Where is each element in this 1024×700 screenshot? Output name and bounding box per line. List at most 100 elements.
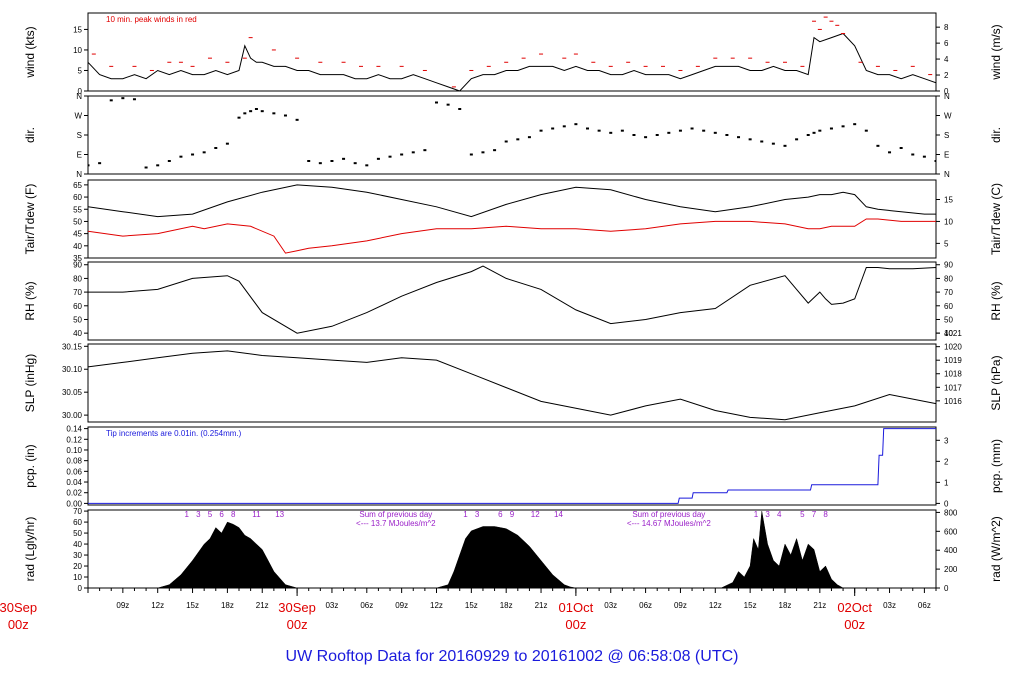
x-tick-label: 03z (325, 601, 338, 610)
slp-ytick-left-label: 30.15 (62, 342, 83, 351)
wind-frame (87, 12, 937, 92)
slp-ytick-right-label: 1021 (944, 329, 962, 338)
pcp-series-0-line (88, 428, 936, 504)
temp-series-0-line (88, 184, 936, 218)
rad-panel: 0 10 20 30 40 50 60 70 0 200 400 600 800 rad (Lgly/hr… (23, 507, 1003, 593)
day-label-date: 30Sep (0, 600, 37, 615)
day-label-date: 02Oct (837, 600, 872, 615)
dir-series-0-point (342, 157, 346, 160)
dir-series-0-point (88, 164, 90, 167)
rad-hour-mark: 5 (208, 510, 213, 519)
dir-series-0-point (191, 153, 195, 156)
wind-ytick-right-label: 0 (944, 87, 949, 96)
slp-plot-area (88, 350, 936, 421)
day-label-hour: 00z (844, 617, 865, 632)
dir-series-0-point (864, 129, 868, 132)
dir-series-0-point (307, 160, 311, 162)
rad-hour-mark: 6 (219, 510, 224, 519)
dir-series-0-point (562, 125, 566, 128)
dir-series-0-point (713, 131, 717, 134)
dir-ytick-right-label: W (944, 112, 952, 121)
dir-series-0-point (353, 162, 357, 165)
x-tick-label: 12z (430, 601, 443, 610)
pcp-panel: 0.000.02 0.04 0.060.08 0.10 0.120.14 0 1 2 3 pcp.… (23, 425, 1003, 509)
day-label-date: 01Oct (559, 600, 594, 615)
rh-ytick-left-label: 40 (73, 329, 82, 338)
rad-hour-mark: 12 (531, 510, 540, 519)
rad-plot-area (88, 511, 936, 588)
temp-series-1-line (88, 218, 936, 254)
rh-ytick-right-label: 60 (944, 302, 953, 311)
dir-series-0-point (376, 157, 380, 160)
dir-series-0-point (899, 147, 903, 149)
slp-ytick-left-label: 30.10 (62, 365, 83, 374)
dir-plot-area (88, 97, 936, 169)
wind-annotation: 10 min. peak winds in red (106, 15, 197, 24)
rad-ytick-left-label: 60 (73, 518, 82, 527)
temp-ytick-left-label: 35 (73, 254, 82, 263)
pcp-ylabel-right: pcp. (mm) (989, 439, 1003, 493)
rad-hour-mark: 1 (185, 510, 190, 519)
wind-ylabel-right: wind (m/s) (989, 24, 1003, 80)
dir-series-0-point (318, 162, 322, 165)
slp-ylabel: SLP (inHg) (23, 354, 37, 412)
x-tick-label: 21z (535, 601, 548, 610)
slp-ytick-right-label: 1020 (944, 343, 962, 352)
temp-ytick-right-label: 10 (944, 217, 953, 226)
slp-frame (87, 343, 937, 423)
pcp-ytick-left-label: 0.04 (66, 478, 82, 487)
rad-ytick-left-label: 0 (78, 584, 83, 593)
rad-ytick-left-label: 20 (73, 562, 82, 571)
rh-ytick-left-label: 80 (73, 274, 82, 283)
dir-series-0-point (167, 160, 171, 162)
dir-series-0-point (644, 136, 648, 139)
rh-ytick-left-label: 60 (73, 302, 82, 311)
pcp-ytick-right-label: 1 (944, 478, 949, 487)
dir-ytick-left-label: W (74, 112, 82, 121)
pcp-ytick-right-label: 3 (944, 436, 949, 445)
dir-series-0-point (504, 140, 508, 143)
dir-series-0-point (214, 147, 218, 149)
dir-series-0-point (388, 155, 392, 158)
pcp-ytick-right-label: 2 (944, 457, 949, 466)
dir-series-0-point (655, 134, 659, 136)
slp-panel: 30.00 30.05 30.10 30.15 1016 1017 1018 1019 1020… (23, 329, 1003, 423)
dir-series-0-point (783, 144, 787, 147)
rad-hour-mark: 4 (777, 510, 782, 519)
wind-ytick-left-label: 15 (73, 25, 82, 34)
rh-panel: 40 50 60 70 80 90 40 50 60 70 80 90 RH (%) RH (%) (23, 261, 1003, 341)
rad-ylabel: rad (Lgly/hr) (23, 517, 37, 582)
x-tick-label: 21z (256, 601, 269, 610)
rad-hour-mark: 9 (510, 510, 515, 519)
x-tick-label: 03z (604, 601, 617, 610)
wind-ytick-left-label: 5 (78, 66, 83, 75)
rad-series-0-area (88, 511, 936, 588)
rh-ytick-left-label: 70 (73, 288, 82, 297)
dir-ytick-right-label: N (944, 170, 950, 179)
dir-series-0-point (771, 142, 775, 145)
temp-frame (87, 179, 937, 259)
dir-series-0-point (225, 142, 229, 145)
wind-panel: 0 5 10 15 0 2 4 6 8 wind (kts) wind (m/s) 10 min. p… (23, 12, 1003, 96)
temp-ylabel-right: Tair/Tdew (C) (989, 183, 1003, 255)
dir-series-0-point (527, 136, 531, 139)
dir-series-0-point (481, 151, 485, 154)
rh-ytick-right-label: 80 (944, 274, 953, 283)
rh-ytick-right-label: 70 (944, 288, 953, 297)
dir-series-0-point (911, 153, 915, 156)
rad-ytick-right-label: 800 (944, 508, 958, 517)
temp-plot-area (88, 184, 936, 254)
dir-series-0-point (678, 129, 682, 132)
rh-series-0-line (88, 265, 936, 334)
rad-hour-mark: 14 (554, 510, 563, 519)
temp-ytick-left-label: 40 (73, 242, 82, 251)
dir-series-0-point (400, 153, 404, 156)
dir-series-0-point (812, 131, 816, 134)
rad-hour-mark: 1 (754, 510, 759, 519)
dir-series-0-point (132, 98, 136, 101)
dir-ytick-right-label: S (944, 131, 949, 140)
slp-series-0-line (88, 350, 936, 421)
dir-series-0-point (330, 160, 334, 162)
